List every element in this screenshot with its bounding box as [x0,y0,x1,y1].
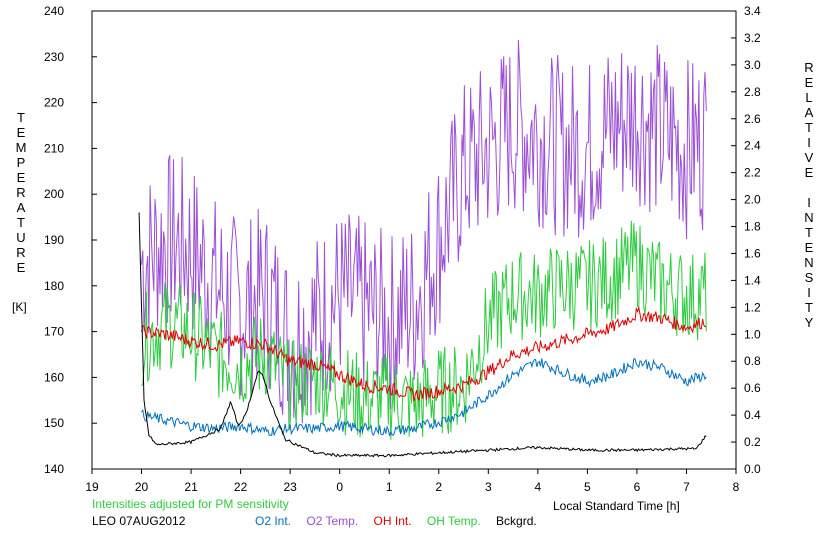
bottom-tick-label: 8 [733,480,740,494]
legend: O2 Int. O2 Temp. OH Int. OH Temp. Bckgrd… [255,514,537,528]
x-axis-label: Local Standard Time [h] [553,499,680,513]
bottom-tick-label: 23 [283,480,297,494]
bottom-tick-label: 7 [683,480,690,494]
right-tick-label: 1.8 [744,220,761,234]
left-tick-label: 180 [44,279,64,293]
left-tick-label: 170 [44,325,64,339]
bottom-tick-label: 22 [234,480,248,494]
left-tick-label: 230 [44,50,64,64]
bottom-tick-label: 19 [85,480,99,494]
left-axis-unit: [K] [12,300,27,314]
legend-background: Bckgrd. [496,514,537,528]
sensitivity-note: Intensities adjusted for PM sensitivity [92,497,289,511]
right-axis-ticks: 0.0 0.2 0.4 0.6 0.8 1.0 1.2 1.4 1.6 1.8 2.0 2.2 2.4 2… [731,4,761,476]
right-tick-label: 2.2 [744,166,761,180]
bottom-tick-label: 2 [435,480,442,494]
right-tick-label: 0.2 [744,435,761,449]
series-line-o2-int [141,358,707,437]
left-tick-label: 150 [44,416,64,430]
left-tick-label: 140 [44,462,64,476]
right-tick-label: 0.6 [744,381,761,395]
series-layer [138,39,707,458]
legend-oh-temp: OH Temp. [426,514,481,528]
right-tick-label: 2.0 [744,193,761,207]
bottom-tick-label: 5 [584,480,591,494]
series-line-oh-temp [141,220,707,440]
right-tick-label: 0.0 [744,462,761,476]
left-tick-label: 240 [44,4,64,18]
left-axis-ticks: 140 150 160 170 180 190 200 210 220 230 240 [44,4,97,476]
right-tick-label: 1.4 [744,273,761,287]
legend-o2-int: O2 Int. [255,514,292,528]
right-tick-label: 2.8 [744,85,761,99]
bottom-tick-label: 20 [135,480,149,494]
legend-oh-int: OH Int. [373,514,412,528]
right-tick-label: 1.2 [744,300,761,314]
bottom-tick-label: 3 [485,480,492,494]
bottom-axis-ticks: 19 20 21 22 23 0 1 2 3 4 5 6 7 8 [85,469,740,494]
bottom-tick-label: 4 [535,480,542,494]
station-date: LEO 07AUG2012 [92,514,186,528]
bottom-tick-label: 21 [184,480,198,494]
right-tick-label: 3.2 [744,31,761,45]
right-tick-label: 1.6 [744,246,761,260]
right-tick-label: 0.8 [744,354,761,368]
left-tick-label: 220 [44,96,64,110]
right-tick-label: 1.0 [744,327,761,341]
left-tick-label: 160 [44,370,64,384]
bottom-tick-label: 0 [336,480,343,494]
series-line-bckgrd [138,212,707,458]
series-line-oh-int [141,305,707,402]
left-tick-label: 210 [44,141,64,155]
right-tick-label: 3.0 [744,58,761,72]
right-tick-label: 2.4 [744,139,761,153]
series-line-o2-temp [141,39,707,424]
right-tick-label: 2.6 [744,112,761,126]
right-tick-label: 3.4 [744,4,761,18]
left-tick-label: 190 [44,233,64,247]
left-tick-label: 200 [44,187,64,201]
right-tick-label: 0.4 [744,408,761,422]
legend-o2-temp: O2 Temp. [306,514,359,528]
bottom-tick-label: 6 [634,480,641,494]
bottom-tick-label: 1 [386,480,393,494]
